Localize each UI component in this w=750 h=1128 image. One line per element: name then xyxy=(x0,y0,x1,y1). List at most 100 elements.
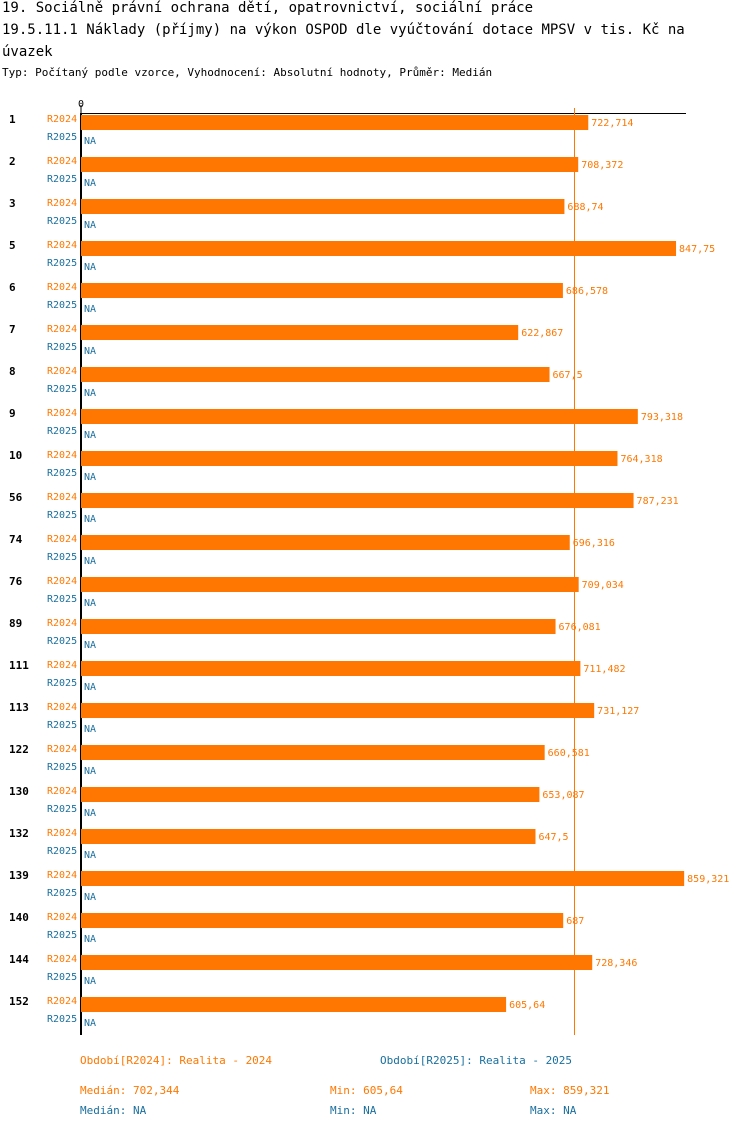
category-label: 10 xyxy=(9,449,22,462)
series-label-r2024: R2024 xyxy=(47,786,77,797)
series-label-r2024: R2024 xyxy=(47,618,77,629)
series-label-r2025: R2025 xyxy=(47,468,77,479)
data-label-r2025-na: NA xyxy=(84,598,96,609)
bar-r2024 xyxy=(81,493,634,508)
bar-r2024 xyxy=(81,661,581,676)
data-label-r2025-na: NA xyxy=(84,472,96,483)
category-label: 6 xyxy=(9,281,16,294)
series-label-r2024: R2024 xyxy=(47,828,77,839)
data-label-r2024: 647,5 xyxy=(538,832,568,843)
bar-r2024 xyxy=(81,283,563,298)
data-label-r2024: 847,75 xyxy=(679,244,715,255)
series-label-r2025: R2025 xyxy=(47,972,77,983)
series-label-r2025: R2025 xyxy=(47,594,77,605)
bar-r2024 xyxy=(81,157,579,172)
series-label-r2025: R2025 xyxy=(47,888,77,899)
data-label-r2024: 764,318 xyxy=(620,454,662,465)
bar-r2024 xyxy=(81,829,536,844)
data-label-r2024: 676,081 xyxy=(559,622,601,633)
series-label-r2025: R2025 xyxy=(47,678,77,689)
series-label-r2025: R2025 xyxy=(47,804,77,815)
data-label-r2025-na: NA xyxy=(84,682,96,693)
series-label-r2025: R2025 xyxy=(47,552,77,563)
category-label: 132 xyxy=(9,827,29,840)
bar-r2024 xyxy=(81,409,638,424)
stat-median-2025: Medián: NA xyxy=(80,1104,147,1117)
data-label-r2025-na: NA xyxy=(84,556,96,567)
data-label-r2025-na: NA xyxy=(84,766,96,777)
data-label-r2025-na: NA xyxy=(84,976,96,987)
series-label-r2025: R2025 xyxy=(47,1014,77,1025)
data-label-r2025-na: NA xyxy=(84,640,96,651)
bar-r2024 xyxy=(81,787,540,802)
series-label-r2025: R2025 xyxy=(47,510,77,521)
data-label-r2024: 686,578 xyxy=(566,286,608,297)
category-label: 3 xyxy=(9,197,16,210)
series-label-r2024: R2024 xyxy=(47,240,77,251)
bar-r2024 xyxy=(81,241,677,256)
data-label-r2024: 696,316 xyxy=(573,538,615,549)
series-label-r2024: R2024 xyxy=(47,366,77,377)
category-label: 152 xyxy=(9,995,29,1008)
series-label-r2024: R2024 xyxy=(47,492,77,503)
data-label-r2025-na: NA xyxy=(84,1018,96,1029)
series-label-r2024: R2024 xyxy=(47,324,77,335)
data-label-r2024: 731,127 xyxy=(597,706,639,717)
data-label-r2024: 653,087 xyxy=(542,790,584,801)
series-label-r2024: R2024 xyxy=(47,114,77,125)
series-label-r2024: R2024 xyxy=(47,954,77,965)
series-label-r2025: R2025 xyxy=(47,930,77,941)
series-label-r2024: R2024 xyxy=(47,912,77,923)
category-label: 74 xyxy=(9,533,23,546)
data-label-r2024: 711,482 xyxy=(583,664,625,675)
stat-max-2024: Max: 859,321 xyxy=(530,1084,610,1097)
series-label-r2024: R2024 xyxy=(47,660,77,671)
series-label-r2024: R2024 xyxy=(47,702,77,713)
stat-min-2024: Min: 605,64 xyxy=(330,1084,403,1097)
chart-title-line-2: 19.5.11.1 Náklady (příjmy) na výkon OSPO… xyxy=(2,22,685,38)
bar-r2024 xyxy=(81,745,545,760)
data-label-r2025-na: NA xyxy=(84,514,96,525)
legend-period-2025: Období[R2025]: Realita - 2025 xyxy=(380,1054,573,1067)
bar-r2024 xyxy=(81,451,618,466)
category-label: 139 xyxy=(9,869,29,882)
category-label: 122 xyxy=(9,743,29,756)
category-label: 144 xyxy=(9,953,29,966)
series-label-r2025: R2025 xyxy=(47,426,77,437)
data-label-r2025-na: NA xyxy=(84,346,96,357)
data-label-r2025-na: NA xyxy=(84,136,96,147)
chart-title-line-1: 19. Sociálně právní ochrana dětí, opatro… xyxy=(2,0,534,16)
stat-median-2024: Medián: 702,344 xyxy=(80,1084,180,1097)
data-label-r2024: 622,867 xyxy=(521,328,563,339)
data-label-r2024: 787,231 xyxy=(637,496,679,507)
category-label: 9 xyxy=(9,407,16,420)
category-label: 2 xyxy=(9,155,16,168)
stat-min-2025: Min: NA xyxy=(330,1104,377,1117)
data-label-r2024: 605,64 xyxy=(509,1000,545,1011)
category-label: 130 xyxy=(9,785,29,798)
series-label-r2025: R2025 xyxy=(47,384,77,395)
series-label-r2024: R2024 xyxy=(47,576,77,587)
series-label-r2024: R2024 xyxy=(47,744,77,755)
category-label: 8 xyxy=(9,365,16,378)
data-label-r2024: 687 xyxy=(566,916,584,927)
data-label-r2024: 660,581 xyxy=(548,748,590,759)
bar-r2024 xyxy=(81,535,570,550)
bar-r2024 xyxy=(81,367,550,382)
data-label-r2025-na: NA xyxy=(84,934,96,945)
series-label-r2025: R2025 xyxy=(47,342,77,353)
bar-r2024 xyxy=(81,199,565,214)
category-label: 56 xyxy=(9,491,23,504)
data-label-r2025-na: NA xyxy=(84,808,96,819)
bar-r2024 xyxy=(81,871,685,886)
x-axis-zero-label: 0 xyxy=(78,99,84,110)
series-label-r2024: R2024 xyxy=(47,198,77,209)
bar-r2024 xyxy=(81,703,595,718)
bar-r2024 xyxy=(81,577,579,592)
category-label: 140 xyxy=(9,911,29,924)
series-label-r2025: R2025 xyxy=(47,846,77,857)
series-label-r2025: R2025 xyxy=(47,720,77,731)
data-label-r2024: 667,5 xyxy=(553,370,583,381)
category-label: 76 xyxy=(9,575,23,588)
